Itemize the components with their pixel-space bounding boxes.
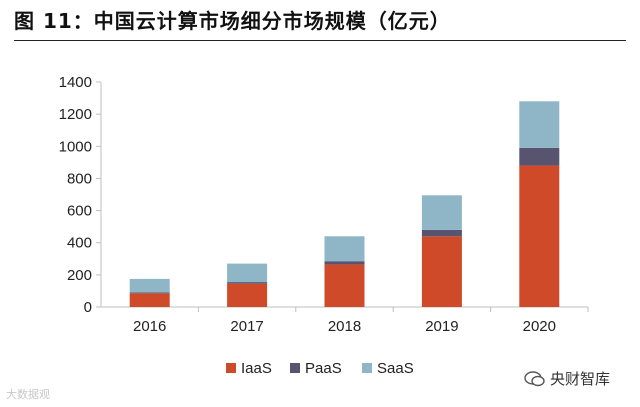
y-tick-label: 0 <box>84 299 92 316</box>
bar-paas-2018 <box>324 261 365 265</box>
x-tick-label: 2016 <box>133 318 166 335</box>
bar-saas-2019 <box>421 195 462 230</box>
bar-iaas-2016 <box>129 293 170 307</box>
legend-label-saas: SaaS <box>377 360 414 377</box>
bar-paas-2019 <box>421 229 462 237</box>
y-tick-label: 1000 <box>59 138 92 155</box>
bar-saas-2020 <box>519 101 560 148</box>
bar-paas-2016 <box>129 292 170 294</box>
x-tick-label: 2018 <box>328 318 361 335</box>
bar-saas-2017 <box>227 263 268 283</box>
bar-iaas-2018 <box>324 264 365 307</box>
bar-paas-2017 <box>227 282 268 284</box>
x-tick-label: 2019 <box>425 318 458 335</box>
y-tick-label: 1400 <box>59 74 92 91</box>
x-tick-label: 2020 <box>523 318 556 335</box>
y-tick-label: 800 <box>67 170 92 187</box>
legend-label-paas: PaaS <box>305 360 342 377</box>
legend-swatch-saas <box>362 363 372 373</box>
bar-saas-2016 <box>129 278 170 293</box>
bar-iaas-2017 <box>227 283 268 307</box>
wechat-icon <box>524 370 546 387</box>
chart-title: 图 11：中国云计算市场细分市场规模（亿元） <box>14 9 451 33</box>
bar-iaas-2019 <box>421 236 462 307</box>
bar-iaas-2020 <box>519 165 560 307</box>
watermark-right-text: 央财智库 <box>550 370 611 388</box>
legend-swatch-iaas <box>226 363 236 373</box>
y-tick-label: 600 <box>67 203 92 220</box>
bar-saas-2018 <box>324 236 365 262</box>
y-tick-label: 400 <box>67 235 92 252</box>
y-tick-label: 1200 <box>59 106 92 123</box>
x-tick-label: 2017 <box>230 318 263 335</box>
title-divider <box>14 40 626 41</box>
legend-swatch-paas <box>290 363 300 373</box>
watermark-right: 央财智库 <box>524 368 610 389</box>
watermark-left: 大数据观 <box>6 388 50 401</box>
bar-paas-2020 <box>519 147 560 166</box>
y-tick-label: 200 <box>67 267 92 284</box>
legend-label-iaas: IaaS <box>241 360 272 377</box>
